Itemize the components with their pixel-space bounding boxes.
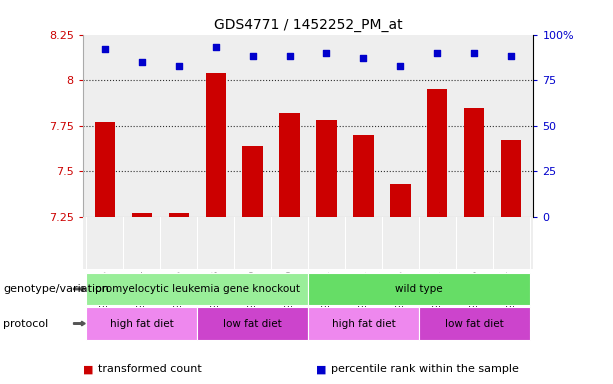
Bar [132,214,152,217]
Text: low fat diet: low fat diet [223,318,282,329]
Point [470,50,479,56]
Bar [95,122,115,217]
Bar [280,113,300,217]
Point [248,53,257,60]
Bar [86,273,308,305]
Bar [390,184,411,217]
Bar [419,307,530,340]
Point [359,55,368,61]
Title: GDS4771 / 1452252_PM_at: GDS4771 / 1452252_PM_at [214,18,402,32]
Bar [197,307,308,340]
Text: promyelocytic leukemia gene knockout: promyelocytic leukemia gene knockout [95,284,300,294]
Bar [308,307,419,340]
Point [506,53,516,60]
Text: low fat diet: low fat diet [445,318,504,329]
Text: high fat diet: high fat diet [110,318,173,329]
Text: ■: ■ [316,364,326,374]
Bar [308,273,530,305]
Bar [205,73,226,217]
Bar [169,214,189,217]
Point [100,46,110,52]
Text: wild type: wild type [395,284,443,294]
Bar [427,89,447,217]
Point [211,44,221,50]
Text: ■: ■ [83,364,93,374]
Text: percentile rank within the sample: percentile rank within the sample [331,364,519,374]
Point [395,63,405,69]
Text: protocol: protocol [3,318,48,329]
Point [284,53,294,60]
Point [137,59,147,65]
Point [174,63,184,69]
Bar [501,141,521,217]
Point [322,50,332,56]
Bar [464,108,484,217]
Point [432,50,442,56]
Text: genotype/variation: genotype/variation [3,284,109,294]
Bar [243,146,263,217]
Bar [316,120,337,217]
Bar [353,135,373,217]
Text: transformed count: transformed count [98,364,202,374]
Bar [86,307,197,340]
Text: high fat diet: high fat diet [332,318,395,329]
